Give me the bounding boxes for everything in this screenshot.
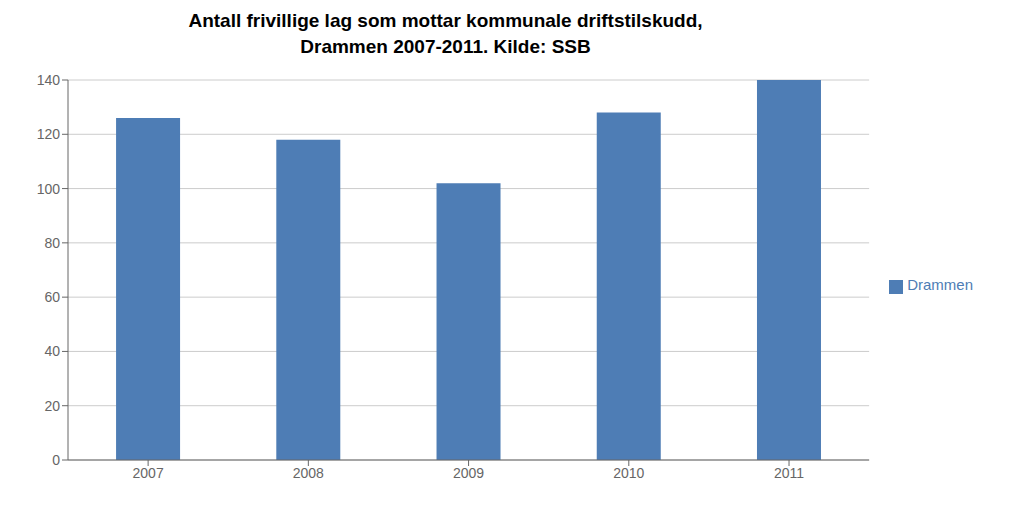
html-text:Antall frivillige lag som mott: Antall frivillige lag som mottar kommuna…	[188, 10, 703, 31]
svg-text:20: 20	[44, 398, 60, 414]
svg-text:120: 120	[37, 126, 61, 142]
svg-text:140: 140	[37, 72, 61, 88]
svg-text:2008: 2008	[293, 465, 324, 481]
svg-text:2007: 2007	[133, 465, 164, 481]
svg-text:2011: 2011	[774, 465, 804, 481]
svg-text:40: 40	[44, 343, 60, 359]
svg-text:2010: 2010	[613, 465, 644, 481]
html-text:Drammen: Drammen	[907, 276, 973, 294]
html-text:Drammen 2007-2011. Kilde: SSB: Drammen 2007-2011. Kilde: SSB	[300, 36, 591, 57]
svg-text:60: 60	[44, 289, 60, 305]
svg-text:2009: 2009	[453, 465, 484, 481]
svg-text:100: 100	[37, 181, 61, 197]
svg-text:0: 0	[52, 452, 60, 468]
svg-text:80: 80	[44, 235, 60, 251]
